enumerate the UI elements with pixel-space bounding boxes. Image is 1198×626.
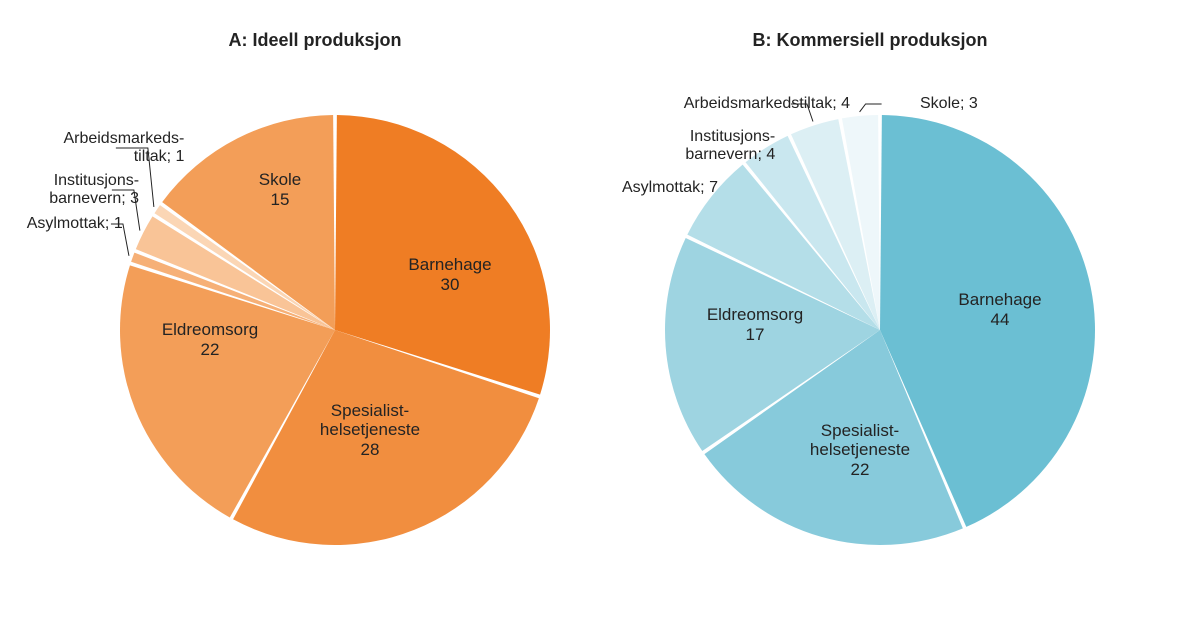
pie-B	[0, 0, 1198, 626]
page: A: Ideell produksjonBarnehage 30Spesiali…	[0, 0, 1198, 626]
leader-B-arbeidsmarkedstiltak	[791, 104, 813, 122]
leader-B-skole	[860, 104, 882, 112]
